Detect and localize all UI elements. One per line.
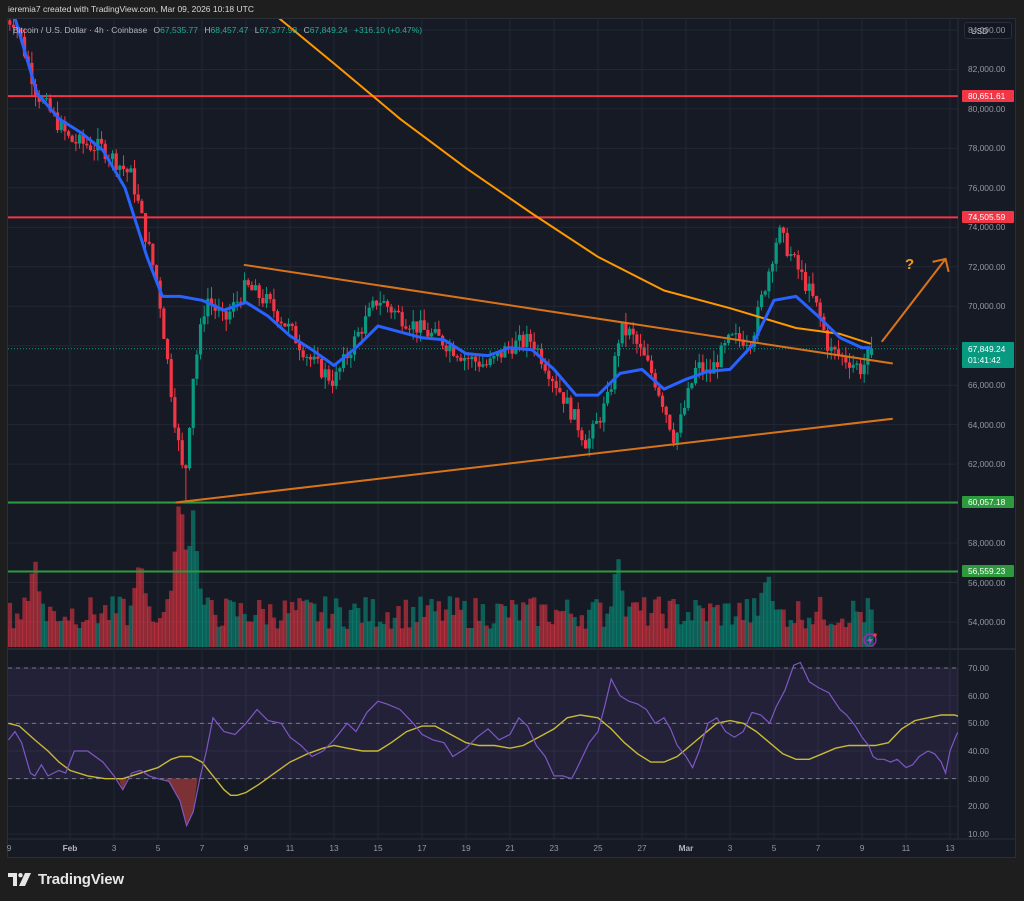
price-tick-label: 62,000.00: [968, 459, 1006, 470]
rsi-line: [8, 661, 958, 828]
rsi-tick-label: 70.00: [968, 663, 989, 673]
price-tick-label: 80,000.00: [968, 103, 1006, 114]
rsi-tick-label: 30.00: [968, 773, 989, 784]
price-tick-label: 76,000.00: [968, 182, 1006, 193]
time-tick-label: 7: [815, 843, 821, 853]
trendline-projection-arrow: [881, 258, 947, 343]
time-tick-label: 3: [111, 843, 117, 853]
rsi-tick-label: 20.00: [968, 801, 989, 812]
time-tick-label: Feb: [62, 843, 78, 853]
tradingview-logo[interactable]: TradingView: [8, 871, 124, 888]
rsi-tick-label: 60.00: [968, 690, 989, 701]
price-level-tag-support: 60,057.18: [962, 496, 1014, 509]
change-value: +316.10 (+0.47%): [354, 25, 423, 35]
time-tick-label: 5: [155, 843, 161, 853]
chart-frame[interactable]: [7, 18, 1016, 858]
trendline-ascending-triangle-bottom: [175, 417, 893, 504]
current-price-tag: 67,849.24 01:41:42: [962, 341, 1014, 368]
time-tick-label: 25: [593, 843, 603, 853]
tradingview-logo-icon: [8, 872, 31, 886]
low-label: L: [254, 25, 260, 35]
ema-slow-line: [278, 19, 872, 345]
chart-credit: ieremia7 created with TradingView.com, M…: [8, 4, 254, 14]
price-tick-label: 74,000.00: [968, 222, 1006, 233]
time-tick-label: 13: [329, 843, 339, 853]
close-label: C: [303, 25, 310, 35]
time-tick-label: 23: [549, 843, 559, 853]
time-tick-label: 7: [199, 843, 205, 853]
price-level-tag-resistance: 74,505.59: [962, 211, 1014, 224]
time-tick-label: Mar: [678, 843, 694, 853]
currency-button[interactable]: USD: [964, 22, 1012, 39]
price-tick-label: 56,000.00: [968, 577, 1006, 588]
current-price-value: 67,849.24: [968, 343, 1006, 354]
price-tick-label: 54,000.00: [968, 616, 1006, 627]
time-tick-label: 19: [461, 843, 471, 853]
bar-countdown: 01:41:42: [968, 354, 1001, 365]
candles: [8, 19, 874, 503]
symbol-legend: Bitcoin / U.S. Dollar · 4h · Coinbase O6…: [13, 25, 422, 35]
price-tick-label: 72,000.00: [968, 261, 1006, 272]
time-tick-label: 11: [285, 843, 295, 853]
time-tick-label: 17: [417, 843, 427, 853]
time-tick-label: 9: [6, 843, 12, 853]
time-tick-label: 15: [373, 843, 383, 853]
close-value: 67,849.24: [309, 25, 348, 35]
price-tick-label: 66,000.00: [968, 380, 1006, 391]
price-tick-label: 82,000.00: [968, 64, 1006, 75]
price-level-tag-support: 56,559.23: [962, 565, 1014, 578]
open-label: O: [153, 25, 161, 35]
rsi-tick-label: 40.00: [968, 746, 989, 756]
projection-arrow-head: [932, 257, 950, 273]
price-level-tag-resistance: 80,651.61: [962, 90, 1014, 103]
time-tick-label: 21: [505, 843, 515, 853]
price-tick-label: 64,000.00: [968, 419, 1006, 430]
alert-lightning-icon: [863, 633, 877, 647]
time-tick-label: 11: [901, 843, 911, 853]
time-tick-label: 13: [945, 843, 955, 853]
price-tick-label: 84,000.00: [968, 25, 1006, 35]
rsi-ma-line: [8, 714, 958, 796]
rsi-tick-label: 50.00: [968, 718, 989, 729]
high-value: 68,457.47: [210, 25, 249, 35]
price-tick-label: 70,000.00: [968, 301, 1006, 312]
time-tick-label: 9: [859, 843, 865, 853]
trendline-descending-triangle-top: [243, 263, 893, 365]
ema-fast-line: [13, 19, 871, 397]
time-tick-label: 5: [771, 843, 777, 853]
annotation-question-mark: ?: [905, 256, 915, 273]
time-tick-label: 3: [727, 843, 733, 853]
time-tick-label: 27: [637, 843, 647, 853]
open-value: 67,535.77: [160, 25, 198, 35]
price-tick-label: 58,000.00: [968, 538, 1006, 549]
rsi-oversold-fill: [118, 778, 198, 826]
high-label: H: [204, 25, 211, 35]
symbol-title: Bitcoin / U.S. Dollar · 4h · Coinbase: [13, 25, 148, 35]
tradingview-brand-name: TradingView: [38, 871, 124, 888]
rsi-tick-label: 10.00: [968, 829, 989, 840]
time-tick-label: 9: [243, 843, 249, 853]
low-value: 67,377.98: [259, 25, 298, 35]
price-tick-label: 78,000.00: [968, 143, 1006, 154]
volume-bars: [8, 506, 874, 647]
